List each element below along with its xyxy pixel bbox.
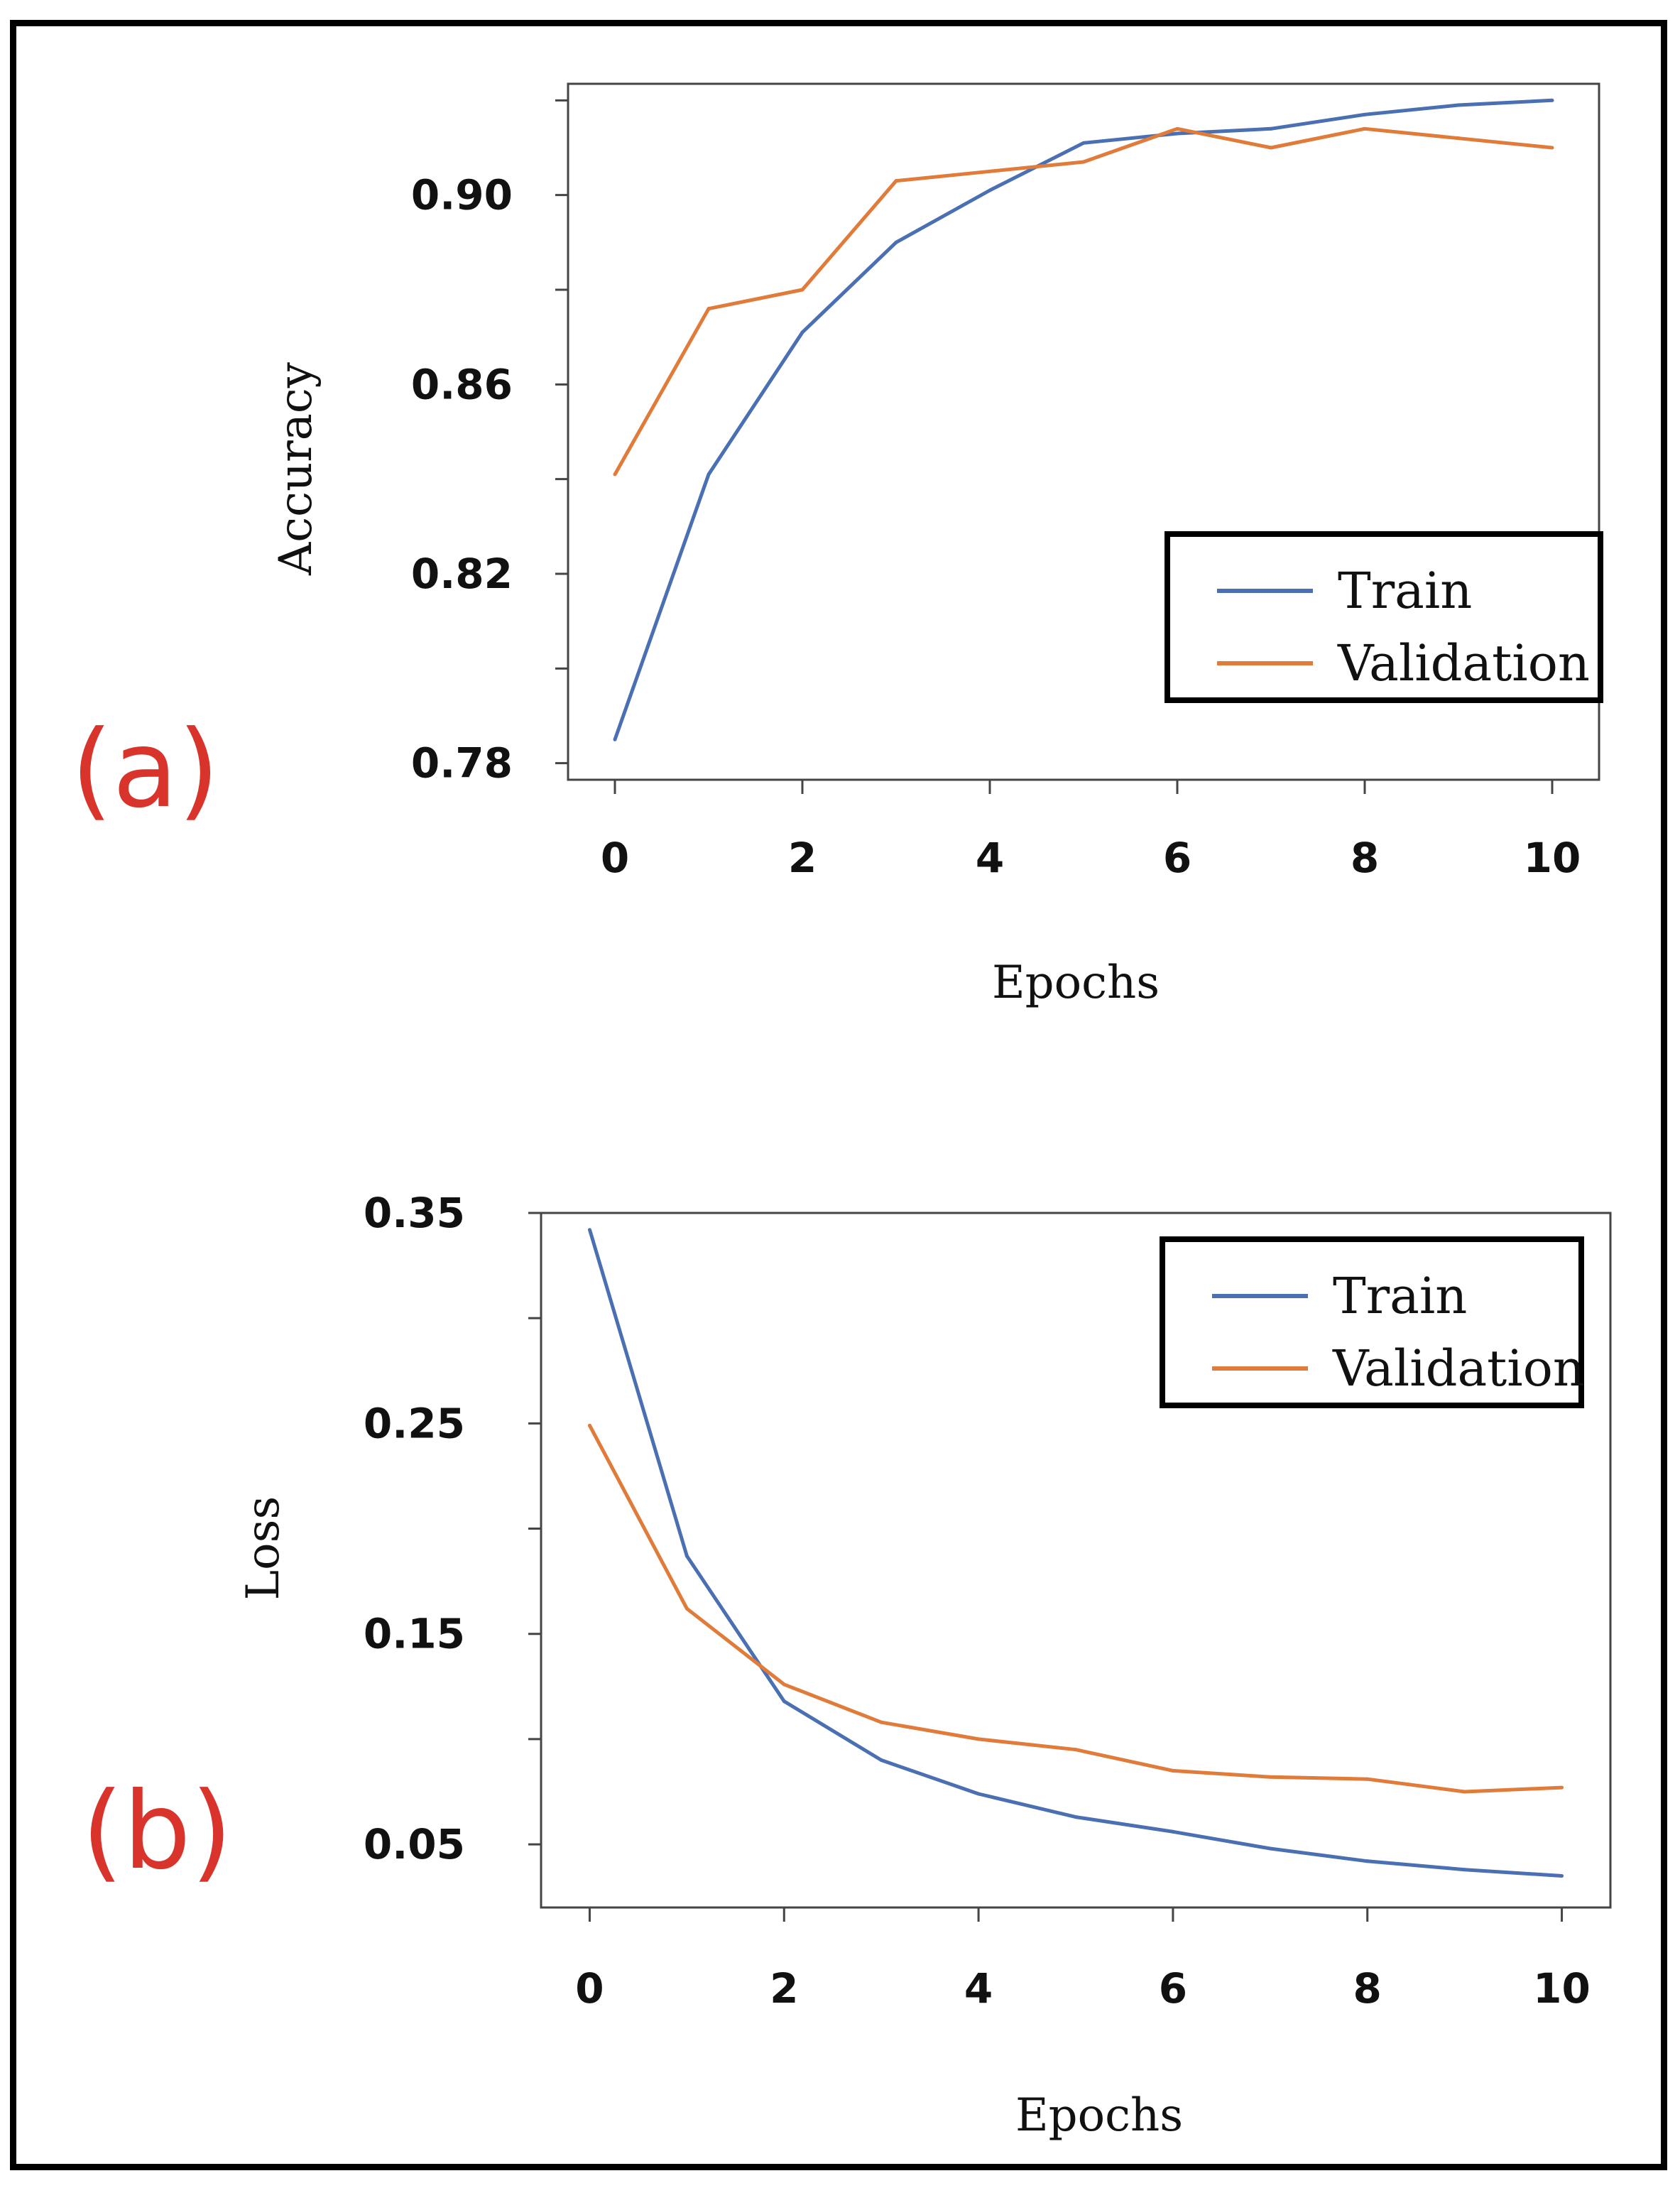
chart-accuracy: 0.78 0.82 0.86 0.90 0 2 4 6 8 10 Epochs Accuracy Tra… — [71, 82, 1603, 1009]
data-point-validation — [894, 179, 898, 183]
data-point-train — [976, 1792, 981, 1796]
data-point-validation — [1365, 1777, 1370, 1781]
figure-frame — [10, 20, 1667, 2170]
series-validation-path — [588, 1425, 1562, 1794]
data-point-validation — [1081, 160, 1086, 164]
x-tick-label: 2 — [788, 834, 817, 882]
data-point-train — [782, 1699, 786, 1704]
x-axis-label: Epochs — [992, 957, 1160, 1009]
legend-box — [1160, 1236, 1584, 1408]
panel-label: (a) — [71, 708, 219, 832]
legend-label-validation: Validation — [1332, 1339, 1585, 1398]
data-point-train — [1560, 1874, 1564, 1878]
data-point-train — [800, 330, 804, 334]
data-point-train — [1365, 1859, 1370, 1863]
data-point-validation — [976, 1737, 981, 1741]
legend-label-train: Train — [1333, 1267, 1467, 1325]
legend: Train Validation — [1160, 1236, 1585, 1408]
panel-label: (b) — [82, 1770, 232, 1893]
x-tick-label: 0 — [601, 834, 629, 882]
data-point-train — [1550, 98, 1554, 102]
y-tick-label: 0.15 — [364, 1610, 465, 1658]
x-tick-label: 8 — [1353, 1964, 1382, 2013]
y-tick-label: 0.78 — [411, 739, 513, 788]
data-point-validation — [988, 169, 992, 173]
series-train-line — [587, 1228, 1564, 1878]
y-tick-label: 0.90 — [411, 171, 513, 219]
data-point-train — [1269, 126, 1273, 131]
data-point-train — [707, 472, 711, 477]
data-point-validation — [1456, 136, 1461, 141]
x-tick-label: 4 — [964, 1964, 993, 2013]
series-validation-path — [613, 126, 1553, 476]
data-point-train — [1463, 1868, 1467, 1872]
data-point-validation — [1074, 1748, 1078, 1752]
legend-box — [1164, 531, 1603, 703]
data-point-train — [1268, 1846, 1272, 1851]
data-point-train — [1074, 1815, 1078, 1819]
x-tick-label: 6 — [1163, 834, 1191, 882]
data-point-train — [587, 1228, 591, 1232]
data-point-validation — [879, 1720, 883, 1724]
x-axis-label: Epochs — [1015, 2089, 1183, 2142]
y-tick-label: 0.86 — [411, 360, 513, 408]
data-point-validation — [587, 1423, 591, 1427]
y-axis-label: Loss — [237, 1496, 290, 1601]
x-tick-label: 6 — [1159, 1964, 1187, 2013]
data-point-validation — [613, 472, 617, 477]
data-point-train — [613, 737, 617, 741]
legend: Train Validation — [1164, 531, 1603, 703]
y-tick-label: 0.82 — [411, 550, 513, 598]
data-point-train — [1081, 141, 1086, 145]
x-tick-label: 8 — [1351, 834, 1379, 882]
series-train-line — [613, 98, 1554, 741]
data-point-validation — [1560, 1785, 1564, 1790]
data-point-train — [684, 1554, 689, 1558]
data-point-validation — [1171, 1768, 1175, 1773]
y-tick-label: 0.35 — [364, 1189, 465, 1237]
y-tick-label: 0.25 — [364, 1399, 465, 1447]
legend-label-validation: Validation — [1337, 634, 1590, 692]
x-tick-label: 4 — [976, 834, 1004, 882]
data-point-validation — [1268, 1775, 1272, 1779]
plot-area-frame — [567, 82, 1600, 781]
data-point-train — [1363, 112, 1367, 116]
series-validation-line — [613, 126, 1554, 477]
chart-loss: 0.05 0.15 0.25 0.35 0 2 4 6 8 10 Epochs Loss Train Va… — [82, 1189, 1612, 2142]
data-point-validation — [684, 1606, 689, 1611]
legend-label-train: Train — [1338, 562, 1472, 620]
data-point-validation — [1550, 146, 1554, 150]
x-tick-label: 0 — [575, 1964, 604, 2013]
data-point-train — [1456, 103, 1461, 107]
data-point-validation — [1175, 126, 1179, 131]
data-point-train — [1171, 1829, 1175, 1834]
y-axis-label: Accuracy — [270, 362, 322, 576]
data-point-validation — [1463, 1790, 1467, 1794]
data-point-validation — [1269, 146, 1273, 150]
data-point-train — [988, 188, 992, 192]
data-point-validation — [800, 288, 804, 292]
y-tick-label: 0.05 — [364, 1820, 465, 1868]
x-tick-label: 10 — [1533, 1964, 1591, 2013]
series-validation-line — [587, 1423, 1564, 1794]
x-tick-label: 2 — [770, 1964, 798, 2013]
data-point-validation — [707, 307, 711, 311]
data-point-train — [894, 240, 898, 244]
data-point-train — [1175, 131, 1179, 136]
data-point-validation — [782, 1682, 786, 1687]
data-point-validation — [1363, 126, 1367, 131]
x-tick-label: 10 — [1524, 834, 1581, 882]
plot-area-frame — [540, 1212, 1612, 1909]
data-point-train — [879, 1758, 883, 1763]
